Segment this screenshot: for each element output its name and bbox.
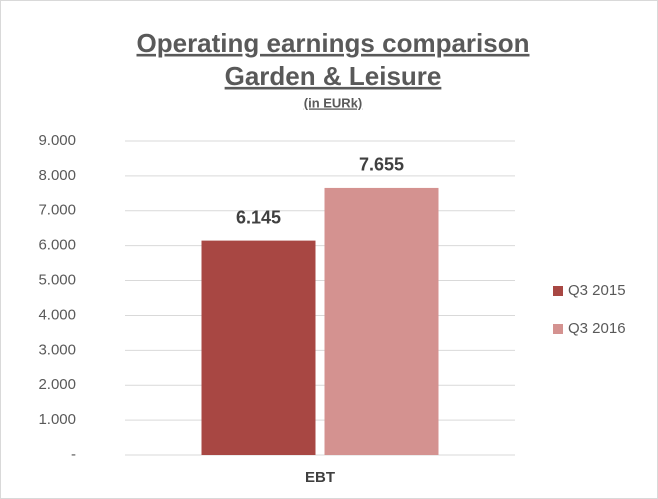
y-tick-label: 2.000 <box>38 376 76 393</box>
data-label: 6.145 <box>236 207 281 227</box>
x-tick-label: EBT <box>305 469 335 486</box>
y-tick-label: 8.000 <box>38 167 76 184</box>
legend-swatch <box>553 324 563 334</box>
y-tick-label: 3.000 <box>38 341 76 358</box>
y-tick-label: 6.000 <box>38 237 76 254</box>
chart-title: Garden & Leisure <box>225 61 442 91</box>
data-label: 7.655 <box>359 155 404 175</box>
y-tick-label: 9.000 <box>38 132 76 149</box>
y-tick-label: 5.000 <box>38 272 76 289</box>
chart-subtitle: (in EURk) <box>304 95 363 110</box>
y-tick-label: 7.000 <box>38 202 76 219</box>
legend-label: Q3 2015 <box>568 282 626 299</box>
legend-label: Q3 2016 <box>568 320 626 337</box>
y-tick-label: 4.000 <box>38 306 76 323</box>
chart-title: Operating earnings comparison <box>137 28 530 58</box>
y-tick-label: 1.000 <box>38 411 76 428</box>
legend-swatch <box>553 286 563 296</box>
y-tick-label: - <box>71 446 76 463</box>
bar <box>324 187 439 456</box>
bar <box>201 240 316 455</box>
